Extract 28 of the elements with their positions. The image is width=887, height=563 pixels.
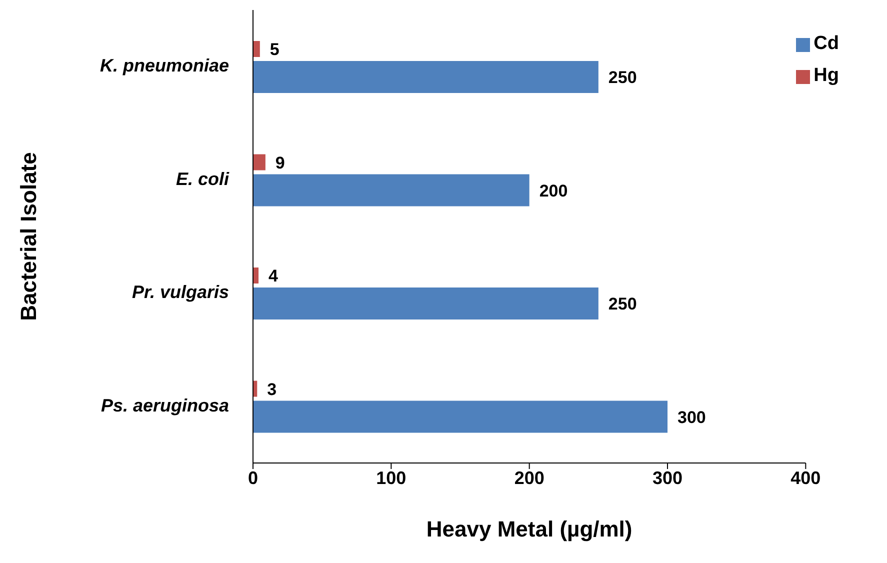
- data-label: 250: [608, 68, 637, 88]
- bar: [253, 288, 598, 320]
- y-tick-label: K. pneumoniae: [100, 56, 229, 76]
- legend-label: Hg: [814, 65, 839, 86]
- data-label: 250: [608, 294, 637, 314]
- legend-label: Cd: [814, 33, 839, 54]
- data-label: 300: [678, 408, 706, 427]
- data-label: 9: [275, 153, 285, 172]
- data-label: 5: [270, 40, 280, 60]
- y-tick-label: Ps. aeruginosa: [100, 395, 229, 416]
- bar: [253, 41, 260, 57]
- data-label: 3: [267, 380, 277, 399]
- bar: [253, 154, 266, 170]
- x-axis-title: Heavy Metal (µg/ml): [426, 516, 632, 542]
- x-tick-label: 400: [790, 468, 821, 488]
- bar: [253, 61, 598, 93]
- data-label: 200: [539, 181, 568, 200]
- x-tick-label: 100: [376, 468, 406, 488]
- bar: [253, 174, 530, 206]
- x-tick-label: 300: [652, 468, 683, 488]
- y-axis-title: Bacterial Isolate: [16, 152, 41, 321]
- data-label: 4: [268, 266, 279, 286]
- y-tick-label: Pr. vulgaris: [132, 282, 229, 302]
- y-tick-label: E. coli: [176, 168, 230, 189]
- bar: [253, 400, 668, 433]
- bar: [253, 268, 259, 284]
- x-tick-label: 0: [248, 468, 258, 488]
- x-tick-label: 200: [514, 468, 544, 488]
